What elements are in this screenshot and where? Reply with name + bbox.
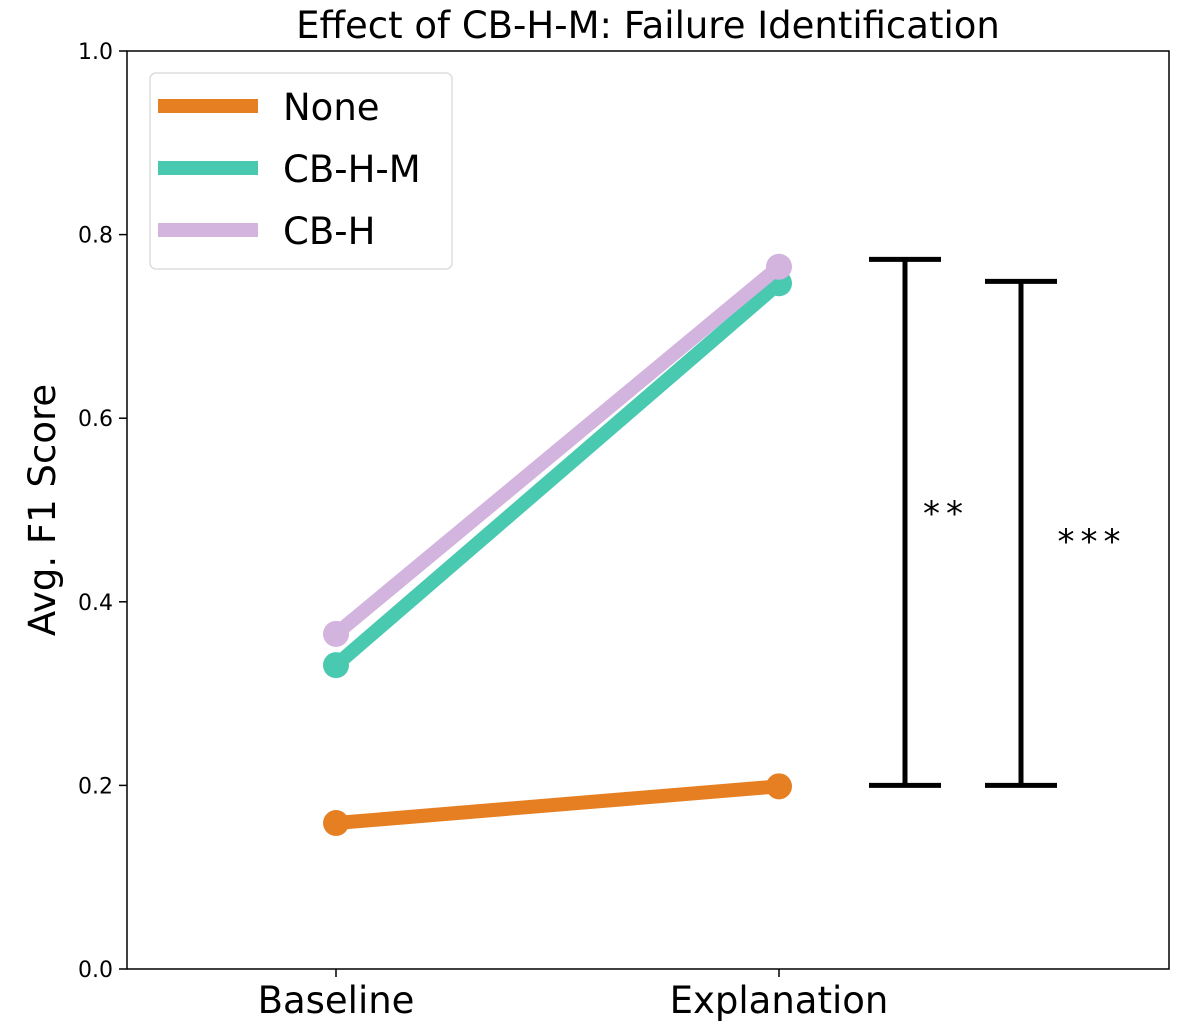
data-point xyxy=(323,810,349,837)
legend: None CB-H-M CB-H xyxy=(149,72,453,270)
legend-label: CB-H-M xyxy=(283,148,421,191)
y-tick-label: 0.0 xyxy=(78,958,113,983)
chart-title: Effect of CB-H-M: Failure Identification xyxy=(296,4,1000,47)
y-tick-label: 0.8 xyxy=(78,224,113,249)
data-point xyxy=(766,773,792,800)
data-point xyxy=(323,652,349,679)
legend-box xyxy=(149,72,453,270)
legend-label: None xyxy=(283,86,380,129)
data-point xyxy=(323,620,349,647)
data-point xyxy=(766,253,792,280)
legend-label: CB-H xyxy=(283,210,375,253)
significance-label: ** xyxy=(923,494,969,534)
plot-frame xyxy=(126,50,1170,970)
significance-bracket: ** xyxy=(869,256,969,788)
y-tick-label: 0.2 xyxy=(78,774,113,799)
series-line xyxy=(331,261,784,640)
series-cb-h-m xyxy=(323,270,792,679)
y-tick-label: 0.4 xyxy=(78,591,113,616)
series-line xyxy=(335,779,780,831)
y-tick-label: 0.6 xyxy=(78,407,113,432)
series-none xyxy=(323,773,792,837)
x-tick-label: Baseline xyxy=(258,979,415,1022)
significance-label: *** xyxy=(1058,522,1127,562)
x-tick-label: Explanation xyxy=(670,979,889,1022)
series-line xyxy=(331,277,784,671)
y-tick-label: 1.0 xyxy=(78,40,113,65)
series-cb-h xyxy=(323,253,792,647)
significance-bracket: *** xyxy=(985,278,1127,788)
y-axis-label: Avg. F1 Score xyxy=(21,384,64,636)
